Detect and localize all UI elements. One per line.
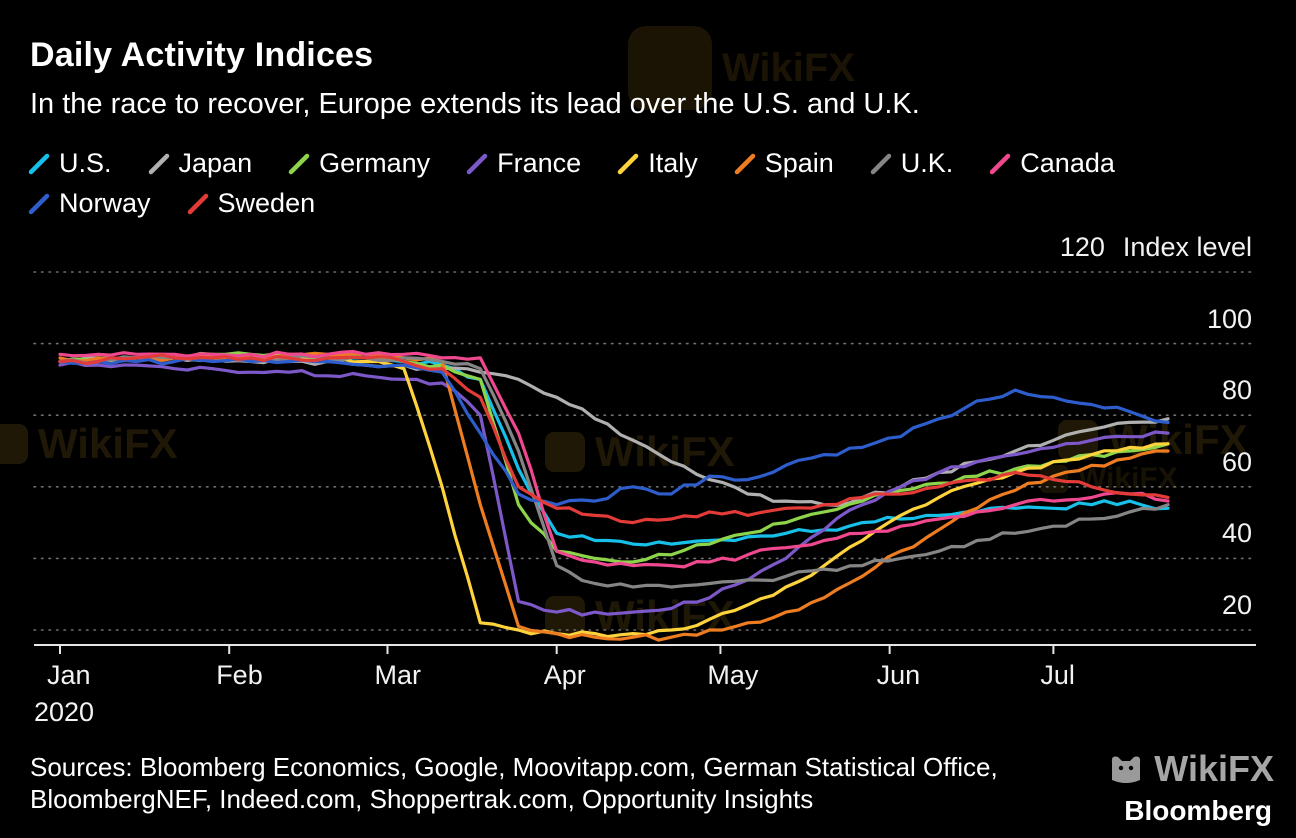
wikifx-watermark-text: WikiFX xyxy=(38,420,178,467)
legend-item-france: France xyxy=(466,148,581,179)
wikifx-watermark-text: WikiFX xyxy=(1078,462,1178,495)
legend-swatch-icon xyxy=(617,153,639,174)
series-line-france xyxy=(58,360,1170,617)
legend-label: France xyxy=(497,148,582,178)
wikifx-watermark: WikiFX xyxy=(0,420,178,468)
legend-swatch-icon xyxy=(466,153,488,174)
legend-swatch-icon xyxy=(187,193,208,214)
legend-label: Spain xyxy=(764,148,834,178)
legend-label: U.K. xyxy=(900,148,954,178)
bloomberg-logo: Bloomberg xyxy=(1124,795,1272,826)
legend-label: Japan xyxy=(178,148,253,178)
legend-swatch-icon xyxy=(870,153,892,174)
page-title: Daily Activity Indices xyxy=(30,36,374,74)
legend-label: Canada xyxy=(1020,148,1115,178)
wikifx-watermark: WikiFX xyxy=(545,428,735,476)
wikifx-watermark-text: WikiFX xyxy=(722,45,855,90)
legend-swatch-icon xyxy=(28,153,50,174)
legend-item-sweden: Sweden xyxy=(187,188,316,219)
wikifx-badge-icon xyxy=(628,26,712,110)
chart-subtitle: In the race to recover, Europe extends i… xyxy=(30,88,920,120)
series-line-sweden xyxy=(58,353,1170,525)
legend-item-norway: Norway xyxy=(28,188,151,219)
wikifx-logo: WikiFX xyxy=(1108,748,1274,790)
legend-label: Germany xyxy=(319,148,431,178)
wikifx-lion-icon xyxy=(1108,753,1144,785)
legend-label: Sweden xyxy=(217,188,316,218)
legend-swatch-icon xyxy=(288,153,310,174)
series-line-canada xyxy=(58,349,1170,569)
legend-item-italy: Italy xyxy=(617,148,698,179)
legend-item-uk: U.K. xyxy=(870,148,954,179)
legend-label: U.S. xyxy=(59,148,112,178)
legend-item-canada: Canada xyxy=(989,148,1115,179)
wikifx-badge-icon xyxy=(0,424,28,464)
wikifx-watermark-text: WikiFX xyxy=(595,428,735,475)
sources-line-2: BloombergNEF, Indeed.com, Shoppertrak.co… xyxy=(30,783,814,814)
legend-item-japan: Japan xyxy=(148,148,253,179)
sources-line-1: Sources: Bloomberg Economics, Google, Mo… xyxy=(30,752,998,782)
wikifx-badge-icon xyxy=(545,432,585,472)
series-line-norway xyxy=(58,357,1170,507)
wikifx-watermark: WikiFX xyxy=(628,26,855,110)
legend-label: Norway xyxy=(59,188,151,218)
legend-swatch-icon xyxy=(990,153,1011,174)
sources-text: Sources: Bloomberg Economics, Google, Mo… xyxy=(30,752,998,815)
legend: U.S. Japan Germany France Italy Spain U.K. Cana… xyxy=(28,148,1178,219)
series-line-japan xyxy=(58,356,1170,507)
series-line-uk xyxy=(58,354,1170,589)
legend-swatch-icon xyxy=(28,193,50,214)
legend-label: Italy xyxy=(648,148,698,178)
series-line-us xyxy=(58,353,1170,547)
legend-swatch-icon xyxy=(734,153,755,174)
wikifx-logo-text: WikiFX xyxy=(1154,748,1274,789)
legend-item-germany: Germany xyxy=(288,148,430,179)
legend-item-us: U.S. xyxy=(28,148,112,179)
legend-item-spain: Spain xyxy=(734,148,834,179)
legend-swatch-icon xyxy=(148,153,169,174)
